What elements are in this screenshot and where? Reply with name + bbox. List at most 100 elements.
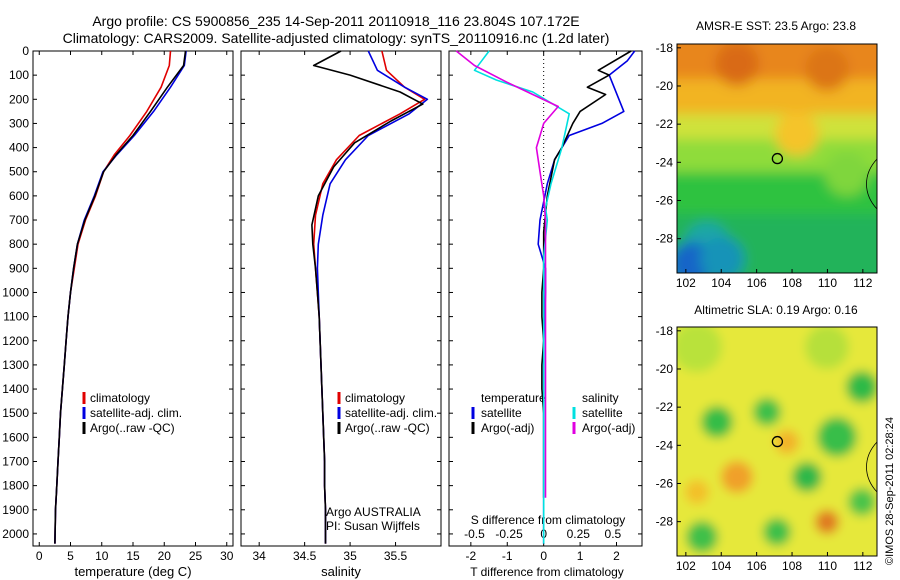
y-tick-label: 0	[22, 44, 29, 58]
x-tick-label: 2	[613, 549, 620, 563]
legend-label-s-argo: Argo(-adj)	[582, 421, 635, 435]
series-line-differences-3	[455, 50, 560, 498]
sla-field-blob	[817, 417, 857, 457]
series-line-differences-2	[473, 50, 571, 544]
map-y-tick-label: -26	[656, 193, 674, 207]
y-tick-label: 800	[9, 237, 29, 251]
series-line-temperature-2	[54, 50, 187, 544]
coastline	[866, 441, 878, 493]
y-tick-label: 600	[9, 189, 29, 203]
y-tick-label: 1900	[2, 503, 29, 517]
temperature-panel	[32, 50, 234, 547]
x-tick-label: 34	[253, 549, 267, 563]
sst-field-blob	[775, 112, 819, 156]
argo-position-marker	[771, 435, 784, 448]
salinity-legend: climatology satellite-adj. clim. Argo(..…	[337, 391, 437, 435]
sst-field-band	[677, 79, 877, 119]
sla-field-blob	[792, 462, 822, 492]
map-x-tick-label: 106	[747, 559, 767, 573]
s-diff-tick-label: 0.25	[567, 527, 591, 541]
principal-investigator: PI: Susan Wijffels	[326, 519, 420, 533]
x-tick-label: 35	[343, 549, 357, 563]
x-tick-label: 10	[95, 549, 109, 563]
map-y-tick-label: -18	[656, 324, 674, 338]
map-y-tick-label: -22	[656, 400, 674, 414]
x-tick-label: 1	[577, 549, 584, 563]
imos-credit: ©IMOS 28-Sep-2011 02:28:24	[884, 417, 896, 565]
sst-heatmap	[677, 44, 877, 273]
y-tick-label: 200	[9, 92, 29, 106]
sla-field-blob	[848, 488, 876, 516]
legend-label-s-satellite: satellite	[582, 406, 623, 420]
legend-label-satellite: satellite-adj. clim.	[90, 406, 182, 420]
argo-institution: Argo AUSTRALIA	[326, 505, 421, 519]
difference-legend: temperature salinity satellite Argo(-adj…	[471, 391, 635, 435]
sst-map-title: AMSR-E SST: 23.5 Argo: 23.8	[696, 19, 856, 33]
sla-field-blob	[677, 327, 722, 372]
argo-position-marker	[771, 152, 784, 165]
y-tick-label: 300	[9, 116, 29, 130]
x-tick-label: 25	[189, 549, 203, 563]
x-tick-label: 0	[540, 549, 547, 563]
map-x-tick-label: 110	[818, 559, 837, 573]
sla-field-blob	[686, 521, 718, 553]
legend-label-climatology: climatology	[90, 391, 150, 405]
sst-field-blob	[825, 152, 869, 196]
legend-label-t-satellite: satellite	[481, 406, 522, 420]
difference-xlabel-top: S difference from climatology	[471, 513, 626, 527]
legend-label-argo: Argo(..raw -QC)	[345, 421, 430, 435]
y-tick-label: 1300	[2, 358, 29, 372]
sla-field-blob	[815, 510, 839, 534]
salinity-xlabel: salinity	[321, 564, 361, 579]
sst-field-band	[677, 44, 877, 84]
coastline	[866, 158, 878, 210]
sst-map-frame	[676, 43, 878, 274]
y-tick-label: 100	[9, 68, 29, 82]
legend-heading-salinity: salinity	[582, 391, 619, 405]
sla-heatmap	[677, 327, 877, 556]
map-y-tick-label: -28	[656, 515, 674, 529]
x-tick-label: 34.5	[293, 549, 317, 563]
difference-xlabel: T difference from climatology	[470, 565, 624, 579]
y-tick-label: 1100	[3, 310, 29, 324]
sst-field-blob	[805, 47, 849, 91]
map-y-tick-label: -20	[656, 79, 674, 93]
y-tick-label: 700	[9, 213, 29, 227]
sla-field-blob	[805, 327, 849, 369]
sst-field-blob	[715, 44, 759, 86]
y-tick-label: 1800	[2, 479, 29, 493]
legend-label-climatology: climatology	[345, 391, 405, 405]
map-y-tick-label: -18	[656, 41, 674, 55]
sla-map-title: Altimetric SLA: 0.19 Argo: 0.16	[694, 303, 858, 317]
sla-field-blob	[721, 461, 753, 493]
y-tick-label: 1200	[2, 334, 29, 348]
map-x-tick-label: 102	[676, 559, 696, 573]
y-tick-label: 1700	[2, 454, 29, 468]
sla-field-blob	[753, 398, 781, 426]
y-tick-label: 1000	[2, 285, 29, 299]
s-diff-tick-label: -0.5	[464, 527, 485, 541]
legend-label-satellite: satellite-adj. clim.	[345, 406, 437, 420]
header-line-1: Argo profile: CS 5900856_235 14-Sep-2011…	[92, 13, 579, 29]
y-tick-label: 500	[9, 165, 29, 179]
x-tick-label: 35.5	[384, 549, 408, 563]
map-x-tick-label: 106	[747, 276, 767, 290]
sla-field-blob	[701, 406, 733, 438]
sla-field-blob	[763, 518, 791, 546]
y-tick-label: 2000	[2, 527, 29, 541]
map-x-tick-label: 110	[818, 276, 837, 290]
map-x-tick-label: 104	[711, 559, 731, 573]
legend-label-t-argo: Argo(-adj)	[481, 421, 534, 435]
x-tick-label: -2	[466, 549, 477, 563]
series-line-salinity-2	[311, 50, 424, 544]
salinity-panel	[240, 50, 442, 547]
legend-heading-temperature: temperature	[481, 391, 546, 405]
map-x-tick-label: 102	[676, 276, 696, 290]
x-tick-label: 30	[220, 549, 234, 563]
map-y-tick-label: -24	[656, 438, 674, 452]
map-x-tick-label: 108	[782, 559, 802, 573]
map-x-tick-label: 112	[853, 559, 872, 573]
map-y-tick-label: -24	[656, 155, 674, 169]
sst-field-blob	[700, 237, 744, 273]
